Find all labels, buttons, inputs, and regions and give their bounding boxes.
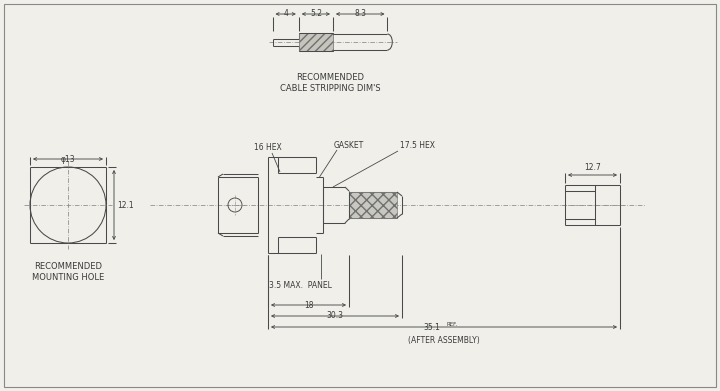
Text: 3.5 MAX.  PANEL: 3.5 MAX. PANEL <box>269 280 332 289</box>
Bar <box>299 33 333 51</box>
Text: 4: 4 <box>283 9 288 18</box>
Text: RECOMMENDED
CABLE STRIPPING DIM'S: RECOMMENDED CABLE STRIPPING DIM'S <box>279 73 380 93</box>
Text: 35.1: 35.1 <box>423 323 441 332</box>
Text: RECOMMENDED
MOUNTING HOLE: RECOMMENDED MOUNTING HOLE <box>32 262 104 282</box>
Text: 16 HEX: 16 HEX <box>254 143 282 152</box>
Text: 5.2: 5.2 <box>310 9 322 18</box>
Text: GASKET: GASKET <box>334 140 364 149</box>
Text: 12.1: 12.1 <box>117 201 135 210</box>
Text: 18: 18 <box>304 301 313 310</box>
Text: (AFTER ASSEMBLY): (AFTER ASSEMBLY) <box>408 335 480 344</box>
Text: 30.3: 30.3 <box>326 312 343 321</box>
Text: φ13: φ13 <box>60 154 76 163</box>
Text: 8.3: 8.3 <box>354 9 366 18</box>
Bar <box>349 192 397 218</box>
Text: 17.5 HEX: 17.5 HEX <box>400 142 435 151</box>
Text: 12.7: 12.7 <box>584 163 601 172</box>
Text: REF.: REF. <box>446 323 458 328</box>
